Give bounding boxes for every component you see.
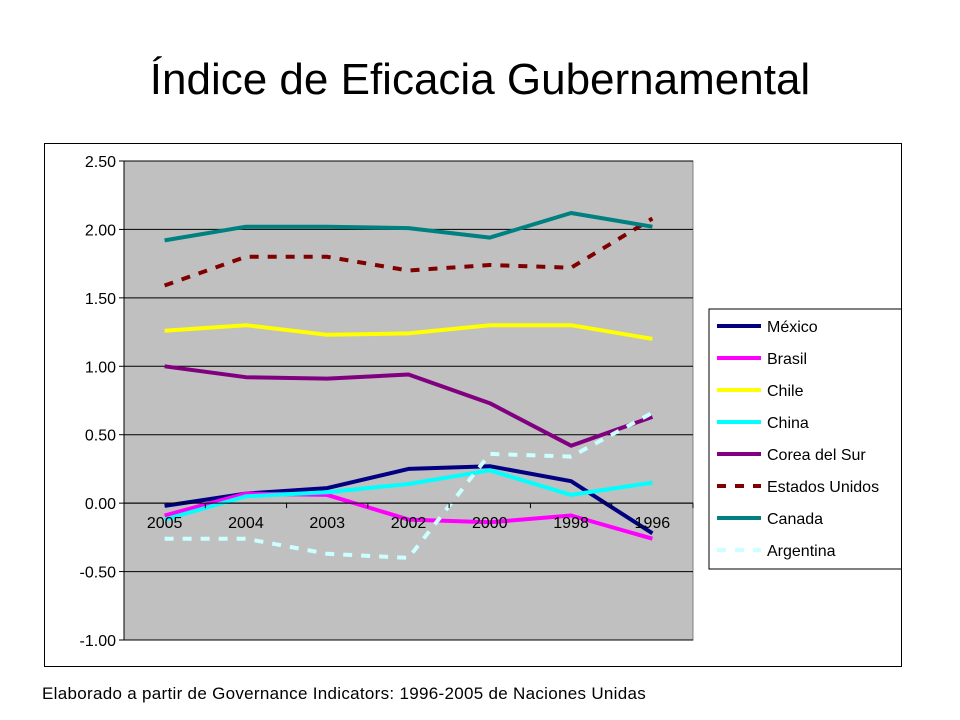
y-tick-label: 0.00 — [85, 496, 116, 513]
x-tick-label: 2003 — [309, 515, 345, 532]
plot-background — [123, 160, 694, 641]
x-tick-label: 2000 — [472, 515, 508, 532]
series-line-2 — [164, 491, 653, 541]
y-tick-label: 0.50 — [85, 428, 116, 445]
axis-layer: -1.00 -0.50 0.00 0.50 1.00 1.50 2.00 2.50 2005 20… — [80, 154, 694, 650]
legend-label-5: Corea del Sur — [767, 447, 866, 464]
y-tick-label: 2.50 — [85, 154, 116, 171]
y-tick-label: 1.00 — [85, 359, 116, 376]
line-chart: -1.00 -0.50 0.00 0.50 1.00 1.50 2.00 2.50 2005 20… — [80, 154, 901, 650]
series-line-3 — [164, 323, 653, 341]
x-tick-label: 2005 — [147, 515, 183, 532]
plot-layer — [123, 160, 694, 641]
legend: México Brasil Chile China Corea del Sur Estad… — [708, 308, 901, 570]
legend-label-4: China — [767, 415, 809, 432]
x-tick-label: 2004 — [228, 515, 264, 532]
legend-box — [708, 308, 901, 570]
chart-area: -1.00 -0.50 0.00 0.50 1.00 1.50 2.00 2.50 2005 20… — [44, 143, 902, 667]
legend-label-8: Argentina — [767, 543, 836, 560]
y-tick-label: 1.50 — [85, 291, 116, 308]
series-layer — [163, 211, 654, 560]
series-line-7 — [164, 211, 653, 243]
x-tick-label: 2002 — [391, 515, 427, 532]
slide-title: Índice de Eficacia Gubernamental — [149, 55, 811, 104]
series-line-4 — [164, 468, 653, 522]
y-tick-label: -1.00 — [80, 633, 117, 650]
x-tick-label: 1998 — [553, 515, 589, 532]
y-tick-label: -0.50 — [80, 565, 117, 582]
x-tick-label: 1996 — [635, 515, 671, 532]
legend-label-2: Brasil — [767, 351, 807, 368]
legend-label-1: México — [767, 319, 818, 336]
legend-label-3: Chile — [767, 383, 804, 400]
source-note: Elaborado a partir de Governance Indicat… — [42, 684, 647, 703]
legend-label-7: Canada — [767, 511, 823, 528]
series-line-8 — [164, 411, 654, 560]
y-tick-label: 2.00 — [85, 222, 116, 239]
series-line-5 — [164, 364, 654, 448]
legend-label-6: Estados Unidos — [767, 479, 879, 496]
